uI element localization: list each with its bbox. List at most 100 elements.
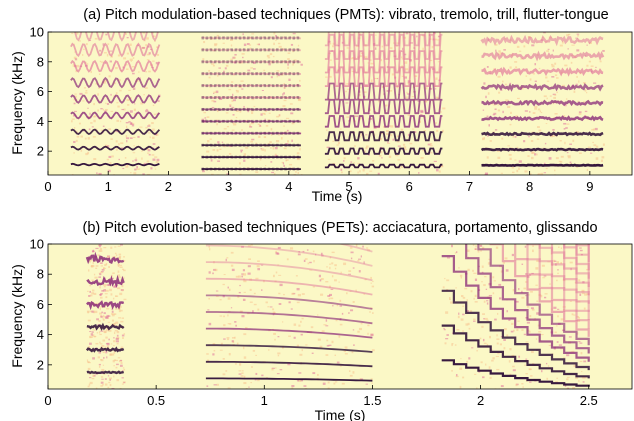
tremolo-pulse: [201, 48, 205, 52]
noise-speck: [89, 294, 93, 297]
noise-speck: [275, 139, 280, 143]
noise-speck: [97, 254, 100, 257]
noise-speck: [346, 292, 348, 295]
noise-speck: [87, 319, 91, 322]
noise-speck: [232, 114, 235, 116]
noise-speck: [315, 253, 317, 256]
noise-speck: [238, 373, 242, 375]
noise-speck: [563, 128, 566, 130]
noise-speck: [113, 323, 116, 327]
noise-speck: [212, 50, 216, 52]
tremolo-pulse: [213, 48, 217, 52]
tremolo-pulse: [267, 107, 271, 111]
tremolo-pulse: [255, 48, 258, 52]
noise-speck: [73, 110, 77, 112]
tremolo-pulse: [284, 155, 287, 159]
tremolo-pulse: [226, 131, 229, 135]
noise-speck: [281, 321, 284, 323]
noise-speck: [119, 388, 122, 389]
noise-speck: [215, 90, 219, 94]
noise-speck: [514, 159, 517, 161]
noise-speck: [462, 313, 465, 316]
noise-speck: [112, 353, 115, 356]
noise-speck: [560, 318, 564, 321]
noise-speck: [567, 387, 570, 389]
noise-speck: [566, 354, 570, 357]
noise-speck: [90, 70, 92, 74]
noise-speck: [236, 90, 239, 93]
noise-speck: [420, 156, 424, 159]
noise-speck: [147, 173, 151, 175]
noise-speck: [558, 344, 562, 346]
noise-speck: [567, 155, 571, 158]
noise-speck: [563, 357, 566, 359]
noise-speck: [259, 124, 261, 127]
tremolo-pulse: [267, 155, 271, 159]
noise-speck: [487, 262, 491, 265]
noise-speck: [89, 284, 92, 287]
noise-speck: [590, 65, 594, 67]
noise-speck: [218, 67, 221, 69]
tremolo-pulse: [234, 155, 238, 159]
noise-speck: [229, 38, 233, 42]
noise-speck: [258, 43, 261, 46]
noise-speck: [267, 119, 271, 122]
tremolo-pulse: [292, 143, 296, 147]
noise-speck: [120, 147, 124, 150]
tremolo-pulse: [276, 143, 279, 147]
noise-speck: [231, 340, 234, 343]
noise-speck: [352, 371, 355, 374]
harmonic-line: [526, 244, 590, 312]
tremolo-pulse: [247, 48, 250, 52]
tremolo-pulse: [271, 119, 275, 123]
noise-speck: [238, 85, 242, 88]
noise-speck: [283, 147, 287, 150]
noise-speck: [365, 134, 368, 136]
noise-speck: [270, 147, 272, 149]
noise-speck: [270, 161, 273, 163]
panel-a-xlabel: Time (s): [312, 188, 363, 204]
tremolo-pulse: [222, 155, 225, 159]
noise-speck: [263, 69, 266, 72]
noise-speck: [366, 172, 369, 175]
noise-speck: [460, 276, 462, 279]
tremolo-pulse: [247, 167, 250, 171]
noise-speck: [275, 250, 277, 254]
noise-speck: [297, 293, 301, 297]
noise-speck: [436, 97, 440, 100]
tremolo-pulse: [271, 155, 275, 159]
noise-speck: [566, 123, 570, 125]
noise-speck: [298, 324, 301, 327]
noise-speck: [381, 45, 384, 48]
noise-speck: [117, 357, 121, 359]
noise-speck: [121, 289, 124, 292]
noise-speck: [91, 264, 95, 268]
tremolo-pulse: [213, 107, 217, 111]
noise-speck: [580, 351, 583, 355]
noise-speck: [536, 153, 538, 156]
noise-speck: [357, 162, 360, 164]
harmonic-line: [324, 147, 443, 155]
tremolo-pulse: [234, 131, 238, 135]
noise-speck: [96, 318, 99, 321]
tremolo-pulse: [234, 143, 238, 147]
noise-speck: [427, 143, 431, 146]
noise-speck: [116, 331, 120, 334]
noise-speck: [115, 337, 119, 341]
noise-speck: [277, 352, 281, 355]
x-tick-label: 6: [406, 179, 413, 194]
noise-speck: [126, 52, 129, 55]
noise-speck: [497, 312, 499, 315]
noise-speck: [241, 315, 245, 318]
noise-speck: [493, 280, 497, 282]
tremolo-pulse: [213, 131, 217, 135]
tremolo-pulse: [263, 60, 267, 64]
noise-speck: [243, 333, 247, 336]
noise-speck: [473, 297, 475, 300]
noise-speck: [105, 343, 109, 345]
noise-speck: [481, 325, 484, 328]
y-tick-label: 10: [30, 237, 44, 252]
tremolo-pulse: [267, 84, 271, 88]
noise-speck: [243, 356, 247, 359]
